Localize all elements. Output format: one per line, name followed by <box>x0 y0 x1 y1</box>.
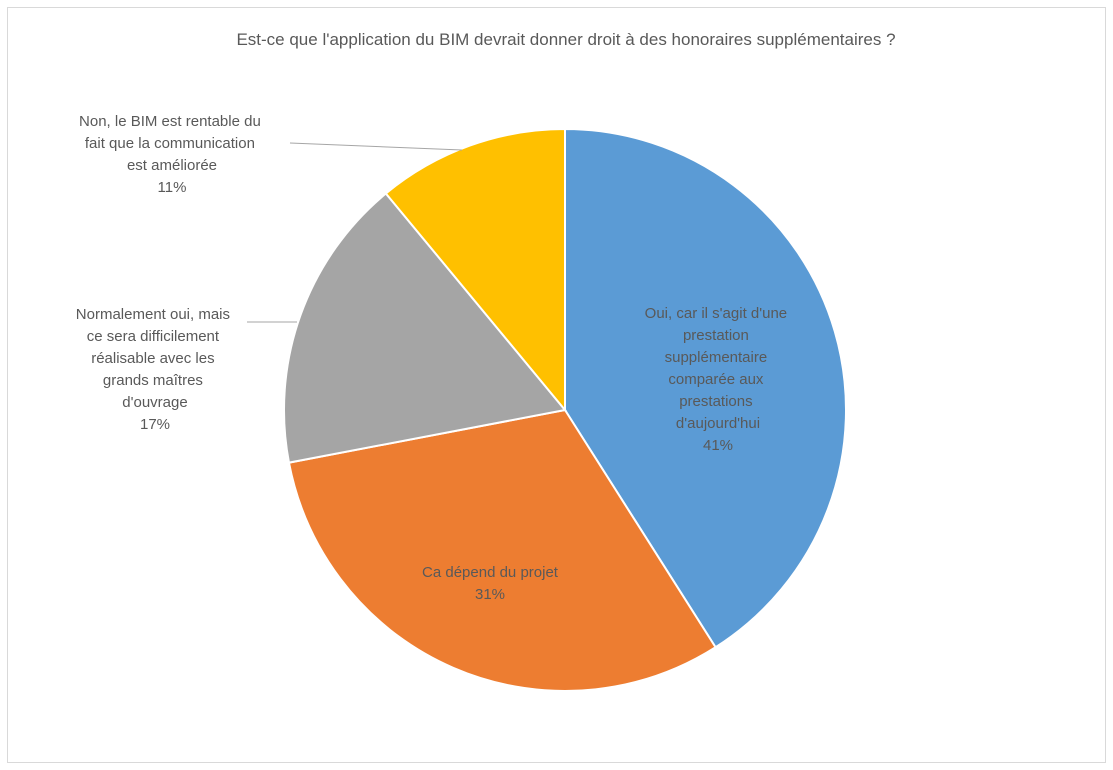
data-label-category: Non, le BIM est rentable du fait que la … <box>79 113 265 174</box>
data-label-category: Ca dépend du projet <box>422 564 559 581</box>
data-label-value: 31% <box>475 586 505 603</box>
data-label-value: 41% <box>703 437 733 454</box>
pie-slice <box>283 192 567 464</box>
data-label-category: Oui, car il s'agit d'une prestation supp… <box>645 305 792 432</box>
data-label-value: 17% <box>140 416 170 433</box>
labels: Oui, car il s'agit d'une prestation supp… <box>76 113 792 603</box>
data-label-value: 11% <box>158 179 187 196</box>
pie-slice <box>287 408 717 692</box>
pie-slice <box>564 127 847 649</box>
slices <box>283 127 847 692</box>
pie-slice <box>384 127 566 413</box>
leader-line <box>289 142 463 151</box>
data-label-category: Normalement oui, mais ce sera difficilem… <box>76 306 234 411</box>
chart-title: Est-ce que l'application du BIM devrait … <box>236 30 895 49</box>
